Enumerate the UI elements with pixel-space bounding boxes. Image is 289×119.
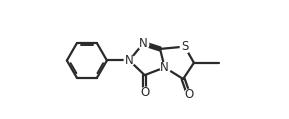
- Text: N: N: [139, 37, 147, 50]
- Text: O: O: [184, 88, 193, 101]
- Text: S: S: [181, 40, 188, 53]
- Text: N: N: [125, 54, 134, 67]
- Text: O: O: [140, 86, 149, 99]
- Text: N: N: [160, 61, 169, 74]
